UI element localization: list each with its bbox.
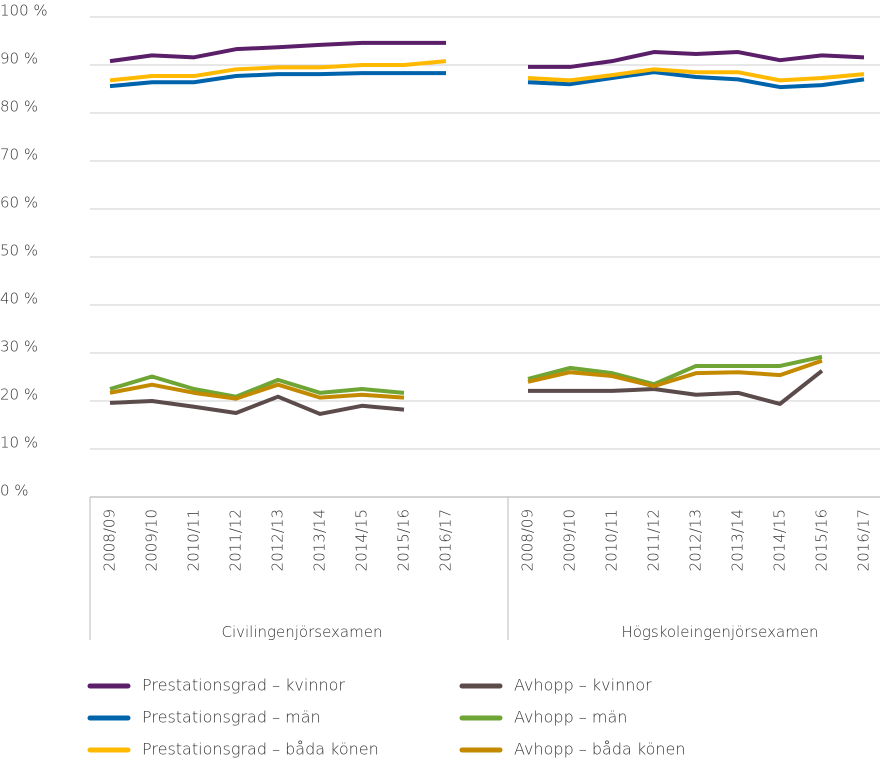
x-tick-label: 2008/09: [519, 509, 537, 571]
y-tick-label: 50 %: [0, 242, 38, 260]
x-tick-label: 2014/15: [353, 509, 371, 571]
series-line: [527, 358, 823, 389]
x-tick-label: 2015/16: [813, 509, 831, 571]
y-tick-label: 20 %: [0, 386, 38, 404]
series-line: [109, 374, 405, 399]
y-tick-label: 0 %: [0, 482, 29, 500]
series-line: [109, 382, 405, 401]
x-tick-label: 2014/15: [771, 509, 789, 571]
x-tick-label: 2008/09: [101, 509, 119, 571]
y-tick-label: 10 %: [0, 434, 38, 452]
legend-label: Avhopp – män: [514, 708, 627, 727]
y-tick-label: 100 %: [0, 2, 48, 20]
series-line: [109, 40, 446, 64]
x-tick-label: 2012/13: [269, 509, 287, 571]
x-tick-label: 2010/11: [603, 509, 621, 571]
y-tick-label: 60 %: [0, 194, 38, 212]
x-tick-label: 2016/17: [855, 509, 873, 571]
x-tick-label: 2012/13: [687, 509, 705, 571]
series-line: [527, 70, 865, 90]
y-tick-label: 40 %: [0, 290, 38, 308]
series-line: [527, 354, 823, 387]
y-tick-label: 90 %: [0, 50, 38, 68]
x-tick-label: 2011/12: [227, 509, 245, 571]
legend-label: Prestationsgrad – män: [142, 708, 321, 727]
series-line: [109, 71, 446, 89]
legend-label: Prestationsgrad – kvinnor: [142, 676, 345, 695]
x-tick-label: 2009/10: [143, 509, 161, 571]
legend-label: Avhopp – båda könen: [514, 740, 686, 759]
x-tick-label: 2013/14: [729, 509, 747, 571]
x-tick-label: 2011/12: [645, 509, 663, 571]
y-tick-label: 80 %: [0, 98, 38, 116]
series-line: [528, 50, 865, 69]
y-tick-label: 30 %: [0, 338, 38, 356]
series-line: [528, 369, 824, 406]
group-label: Högskoleingenjörsexamen: [621, 623, 818, 641]
x-tick-label: 2016/17: [437, 509, 455, 571]
series-line: [109, 394, 405, 416]
group-label: Civilingenjörsexamen: [222, 623, 383, 641]
y-tick-label: 70 %: [0, 146, 38, 164]
x-tick-label: 2015/16: [395, 509, 413, 571]
series-line: [527, 67, 865, 83]
legend-label: Avhopp – kvinnor: [514, 676, 652, 695]
x-tick-label: 2009/10: [561, 509, 579, 571]
legend-label: Prestationsgrad – båda könen: [142, 740, 379, 759]
x-tick-label: 2013/14: [311, 509, 329, 571]
x-tick-label: 2010/11: [185, 509, 203, 571]
series-line: [109, 59, 447, 83]
